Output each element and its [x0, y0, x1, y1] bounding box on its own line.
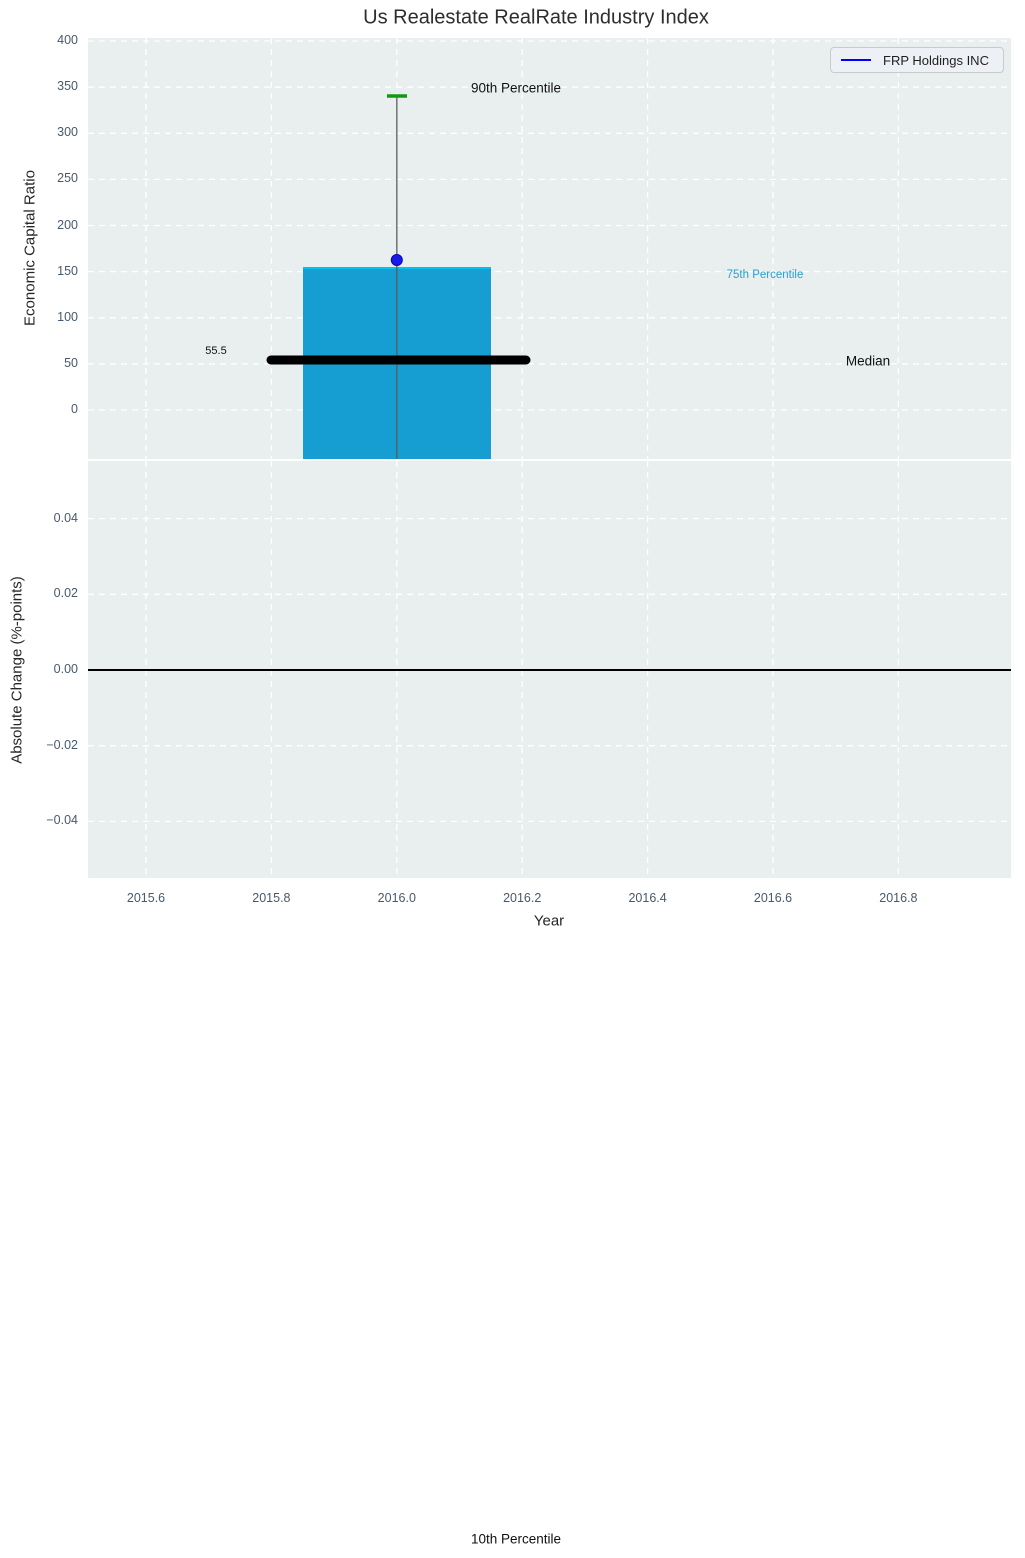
bottom-ytick-002: 0.02: [53, 586, 78, 600]
chart-title: Us Realestate RealRate Industry Index: [363, 6, 709, 29]
bottom-y-axis-label: Absolute Change (%-points): [8, 576, 26, 764]
top-plot-canvas: [88, 38, 1011, 459]
top-ytick-300: 300: [57, 125, 78, 139]
xtick-2015-8: 2015.8: [252, 891, 291, 905]
top-y-axis-label: Economic Capital Ratio: [21, 170, 39, 326]
annotation-median: Median: [845, 353, 891, 369]
bottom-plot-area: [88, 461, 1011, 878]
annotation-90th-percentile: 90th Percentile: [470, 80, 562, 96]
legend-label: FRP Holdings INC: [883, 52, 989, 68]
top-ytick-400: 400: [57, 33, 78, 47]
top-ytick-100: 100: [57, 310, 78, 324]
annotation-median-value: 55.5: [205, 345, 227, 357]
annotation-10th-percentile: 10th Percentile: [470, 1531, 562, 1547]
bottom-ytick-n004: −0.04: [46, 813, 78, 827]
annotation-75th-percentile: 75th Percentile: [726, 269, 804, 281]
xtick-2016-4: 2016.4: [628, 891, 667, 905]
top-gridlines: [88, 38, 1011, 459]
top-ytick-250: 250: [57, 171, 78, 185]
xtick-2016-8: 2016.8: [879, 891, 918, 905]
bottom-ytick-000: 0.00: [53, 662, 78, 676]
bottom-plot-canvas: [88, 461, 1011, 878]
top-plot-area: [88, 38, 1011, 459]
xtick-2016-0: 2016.0: [377, 891, 416, 905]
top-ytick-200: 200: [57, 218, 78, 232]
legend: FRP Holdings INC: [830, 47, 1004, 73]
top-ytick-50: 50: [64, 356, 78, 370]
top-ytick-350: 350: [57, 79, 78, 93]
bottom-ytick-n002: −0.02: [46, 738, 78, 752]
xtick-2015-6: 2015.6: [126, 891, 166, 905]
x-axis-label: Year: [533, 912, 565, 930]
top-ytick-150: 150: [57, 264, 78, 278]
bottom-gridlines: [88, 461, 1011, 878]
legend-line-sample-icon: [841, 59, 871, 61]
company-dot: [390, 254, 403, 266]
top-ytick-0: 0: [71, 402, 78, 416]
bottom-ytick-004: 0.04: [53, 511, 78, 525]
xtick-2016-6: 2016.6: [753, 891, 793, 905]
xtick-2016-2: 2016.2: [503, 891, 542, 905]
